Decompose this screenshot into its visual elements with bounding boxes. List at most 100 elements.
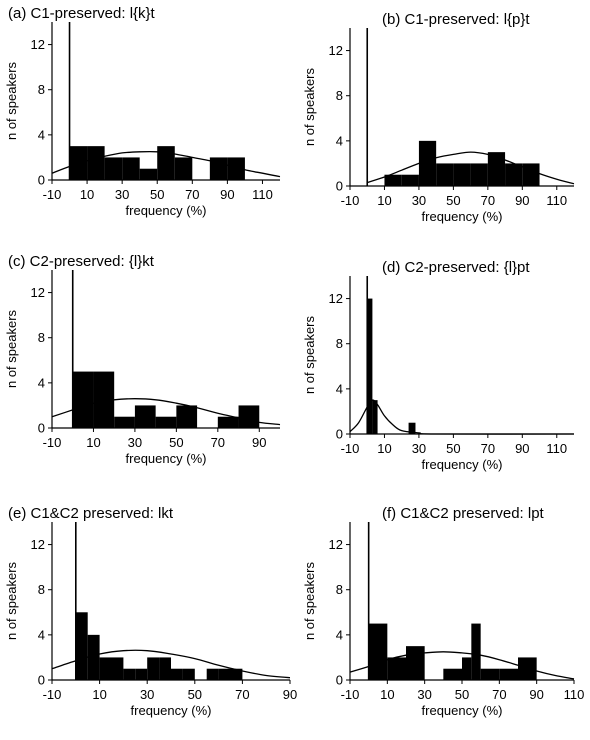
bar-3 [122,157,140,180]
bar-3 [134,405,156,428]
bar-2 [418,140,437,186]
chart-title: (e) C1&C2 preserved: lkt [8,505,174,522]
y-tick-label: 8 [336,582,343,597]
y-tick-label: 8 [38,582,45,597]
bar-6 [174,157,193,180]
bar-7 [480,668,500,680]
x-tick-label: 50 [150,187,164,202]
bar-5 [470,163,488,186]
y-tick-label: 8 [38,82,45,97]
y-axis-label: n of speakers [4,561,19,640]
x-tick-label: 30 [115,187,129,202]
fit-curve [51,150,281,178]
bar-9 [227,157,245,180]
bar-6 [147,657,160,680]
x-tick-label: 30 [140,687,154,702]
x-tick-label: 10 [380,687,394,702]
bar-0 [368,623,388,680]
x-tick-label: 110 [252,187,273,202]
bar-8 [522,163,540,186]
x-tick-label: 110 [546,441,567,456]
bar-2 [408,422,416,434]
x-tick-label: 30 [412,193,426,208]
x-tick-label: 50 [446,441,460,456]
bar-8 [499,668,518,680]
x-tick-label: 30 [128,435,142,450]
y-tick-label: 8 [336,336,343,351]
x-tick-label: 70 [185,187,199,202]
bar-5 [176,405,198,428]
bar-7 [159,657,171,680]
bar-1 [93,371,115,428]
bar-4 [123,668,136,680]
x-tick-label: 30 [412,441,426,456]
chart-title: (b) C1-preserved: l{p}t [382,11,530,28]
bar-2 [99,657,112,680]
chart-title: (a) C1-preserved: l{k}t [8,5,156,22]
bar-13 [230,668,243,680]
x-tick-label: 50 [455,687,469,702]
x-tick-label: 10 [377,193,391,208]
bar-0 [72,371,94,428]
x-tick-label: -10 [43,187,62,202]
y-tick-label: 4 [38,375,45,390]
bar-8 [238,405,260,428]
x-tick-label: 70 [492,687,506,702]
y-tick-label: 12 [329,537,343,552]
y-tick-label: 4 [336,133,343,148]
bar-0 [75,612,88,680]
bar-4 [443,668,462,680]
chart-panel-0: (a) C1-preserved: l{k}t 0 4 8 12 -10 10 30 50 70 9… [4,5,281,218]
bar-4 [139,168,158,180]
bar-1 [401,174,419,186]
bar-8 [171,668,183,680]
y-tick-label: 8 [336,88,343,103]
x-tick-label: 110 [564,687,585,702]
bar-2 [104,157,123,180]
fit-curve [349,651,575,680]
y-tick-label: 4 [38,627,45,642]
y-tick-label: 12 [31,537,45,552]
x-axis-label: frequency (%) [422,703,503,718]
x-tick-label: 90 [515,441,529,456]
bar-6 [471,623,481,680]
x-tick-label: 90 [515,193,529,208]
x-tick-label: 110 [546,193,567,208]
bar-7 [505,163,523,186]
x-tick-label: -10 [341,441,360,456]
y-axis-label: n of speakers [4,61,19,140]
x-tick-label: -10 [43,435,62,450]
bar-11 [206,668,219,680]
chart-panel-4: (e) C1&C2 preserved: lkt 0 4 8 12 -10 10 30 50 70… [4,505,297,718]
chart-title: (d) C2-preserved: {l}pt [382,259,530,276]
fit-curve [349,399,575,435]
x-tick-label: 30 [417,687,431,702]
y-tick-label: 0 [38,673,45,688]
chart-panel-5: (f) C1&C2 preserved: lpt 0 4 8 12 -10 10 30 50 70… [302,505,584,718]
bar-1 [87,634,100,680]
y-tick-label: 4 [336,381,343,396]
y-tick-label: 0 [38,173,45,188]
bar-9 [182,668,195,680]
x-tick-label: -10 [341,193,360,208]
y-tick-label: 8 [38,330,45,345]
bar-2 [406,646,425,680]
y-axis-label: n of speakers [302,67,317,146]
x-tick-label: 50 [188,687,202,702]
bar-0 [367,298,373,434]
y-axis-label: n of speakers [302,561,317,640]
x-tick-label: 50 [169,435,183,450]
x-tick-label: 10 [377,441,391,456]
y-tick-label: 12 [31,37,45,52]
y-tick-label: 12 [329,291,343,306]
x-tick-label: 90 [252,435,266,450]
x-tick-label: -10 [43,687,62,702]
bar-2 [114,416,135,428]
bar-1 [87,146,105,180]
bar-1 [387,657,406,680]
chart-title: (f) C1&C2 preserved: lpt [382,505,545,522]
chart-title: (c) C2-preserved: {l}kt [8,253,155,270]
bar-12 [218,668,231,680]
x-axis-label: frequency (%) [131,703,212,718]
